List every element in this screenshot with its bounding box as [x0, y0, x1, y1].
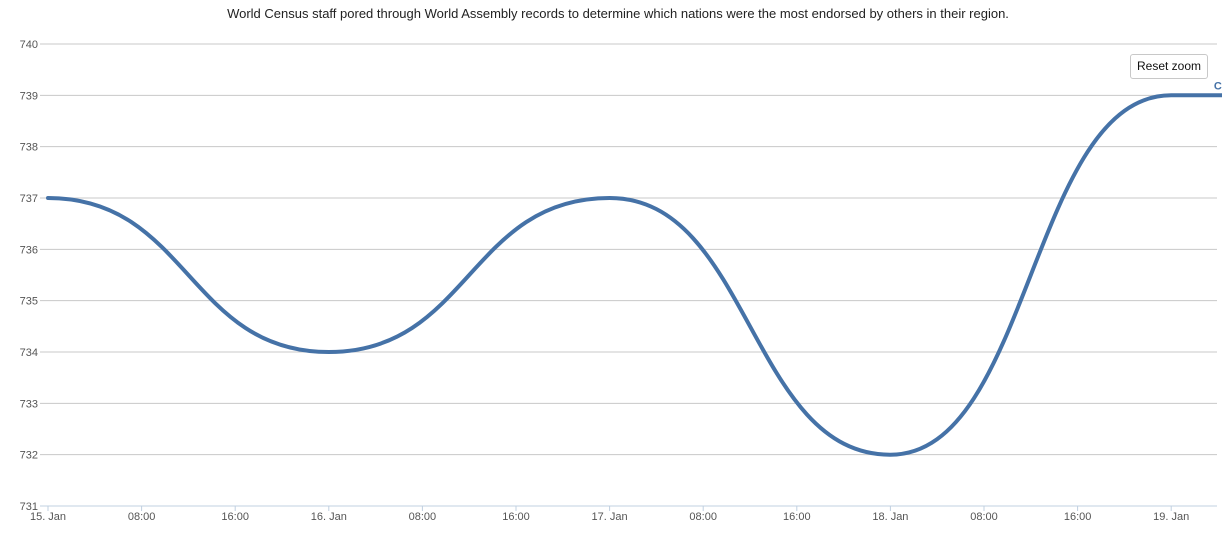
x-tick-label: 16:00 — [221, 511, 249, 523]
series: Chipoli — [46, 80, 1222, 457]
x-tick-label: 08:00 — [409, 511, 437, 523]
x-tick-label: 08:00 — [128, 511, 156, 523]
x-tick-label: 16. Jan — [311, 511, 347, 523]
y-tick-label: 734 — [20, 347, 38, 359]
chart-subtitle: World Census staff pored through World A… — [227, 6, 1009, 21]
x-axis: 15. Jan 08:00 16:00 16. Jan 08:00 16:00 17. Ja… — [30, 506, 1189, 523]
y-tick-label: 738 — [20, 142, 38, 154]
y-tick-label: 740 — [20, 39, 38, 51]
x-tick-label: 18. Jan — [872, 511, 908, 523]
y-tick-label: 737 — [20, 193, 38, 205]
x-tick-label: 16:00 — [502, 511, 530, 523]
y-tick-label: 733 — [20, 398, 38, 410]
y-tick-label: 739 — [20, 90, 38, 102]
y-tick-label: 731 — [20, 501, 38, 513]
x-tick-label: 08:00 — [689, 511, 717, 523]
y-tick-label: 736 — [20, 244, 38, 256]
x-tick-label: 19. Jan — [1153, 511, 1189, 523]
grid — [40, 43, 1217, 507]
y-tick-label: 735 — [20, 296, 38, 308]
y-tick-label: 732 — [20, 450, 38, 462]
x-tick-label: 17. Jan — [592, 511, 628, 523]
series-name-label: Chipoli — [1214, 80, 1222, 92]
series-line[interactable] — [46, 93, 1222, 457]
x-tick-label: 08:00 — [970, 511, 998, 523]
x-tick-label: 16:00 — [783, 511, 811, 523]
x-tick-label: 15. Jan — [30, 511, 66, 523]
x-tick-label: 16:00 — [1064, 511, 1092, 523]
y-axis: 731 732 733 734 735 736 737 738 739 740 — [20, 39, 38, 513]
reset-zoom-button[interactable]: Reset zoom — [1130, 54, 1208, 79]
